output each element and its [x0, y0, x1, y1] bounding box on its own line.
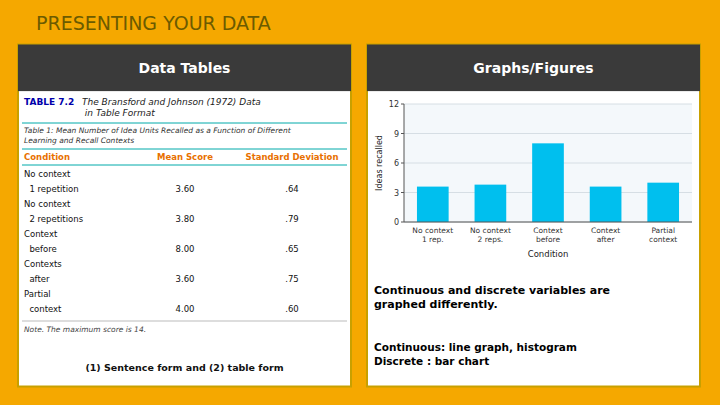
bar — [647, 183, 679, 222]
bar — [532, 143, 564, 222]
panel — [367, 45, 700, 387]
tick-label: 12 — [389, 100, 399, 109]
table-header: Mean Score — [157, 152, 213, 162]
panel — [18, 45, 351, 387]
bar — [417, 187, 449, 222]
table-cell: .65 — [285, 244, 299, 254]
table-cell: No context — [24, 169, 71, 179]
table-cell: 1 repetition — [24, 184, 79, 194]
panel-footer: (1) Sentence form and (2) table form — [85, 362, 283, 373]
panel-header-text: Data Tables — [139, 60, 231, 76]
tick-label: Contextafter — [591, 226, 620, 244]
panel-note: Continuous: line graph, histogramDiscret… — [374, 341, 577, 367]
tick-label: 0 — [394, 218, 399, 227]
table-note: Note. The maximum score is 14. — [24, 325, 146, 334]
tick-label: Partialcontext — [649, 226, 677, 244]
table-caption: The Bransford and Johnson (1972) Data in… — [82, 97, 261, 118]
table-cell: Context — [24, 229, 58, 239]
table-rule — [22, 321, 347, 322]
table-cell: .75 — [285, 274, 299, 284]
y-axis — [404, 104, 405, 222]
tick-label: Contextbefore — [533, 226, 562, 244]
table-cell: .60 — [285, 304, 299, 314]
table-cell: 4.00 — [176, 304, 195, 314]
table-cell: 3.60 — [176, 184, 195, 194]
table-cell: 3.60 — [176, 274, 195, 284]
table-rule — [22, 149, 347, 150]
table-cell: 8.00 — [176, 244, 195, 254]
plot-area — [404, 104, 692, 222]
bar — [590, 187, 622, 222]
x-axis-label: Condition — [528, 249, 569, 259]
table-cell: 2 repetitions — [24, 214, 84, 224]
table-cell: .64 — [285, 184, 299, 194]
tick-label: No context2 reps. — [470, 226, 511, 244]
table-cell: after — [24, 274, 50, 284]
grid-line — [404, 133, 692, 134]
panel-note: Continuous and discrete variables aregra… — [374, 284, 610, 311]
tick-label: No context1 rep. — [412, 226, 453, 244]
background — [0, 0, 720, 405]
bar — [475, 185, 507, 222]
panel-header-text: Graphs/Figures — [473, 60, 593, 76]
panel-header — [18, 45, 351, 92]
x-axis — [404, 222, 692, 223]
table-header: Standard Deviation — [246, 152, 339, 162]
table-subtitle: Table 1: Mean Number of Idea Units Recal… — [24, 126, 292, 145]
grid-line — [404, 104, 692, 105]
table-label: TABLE 7.2 — [24, 97, 74, 107]
table-cell: Contexts — [24, 259, 62, 269]
table-cell: No context — [24, 199, 71, 209]
table-rule — [22, 165, 347, 166]
page-title: PRESENTING YOUR DATA — [36, 12, 271, 34]
table-cell: context — [24, 304, 62, 314]
table-header: Condition — [24, 152, 70, 162]
table-cell: .79 — [285, 214, 299, 224]
bars — [417, 143, 679, 222]
grid-line — [404, 222, 692, 223]
tick-label: 3 — [394, 189, 399, 198]
tick-label: 6 — [394, 159, 399, 168]
tick-label: 9 — [394, 130, 399, 139]
y-axis-label: Ideas recalled — [375, 135, 384, 191]
table-cell: before — [24, 244, 57, 254]
table-cell: Partial — [24, 289, 51, 299]
panel-header — [367, 45, 700, 92]
table-rule — [22, 123, 347, 124]
table-cell: 3.80 — [176, 214, 195, 224]
